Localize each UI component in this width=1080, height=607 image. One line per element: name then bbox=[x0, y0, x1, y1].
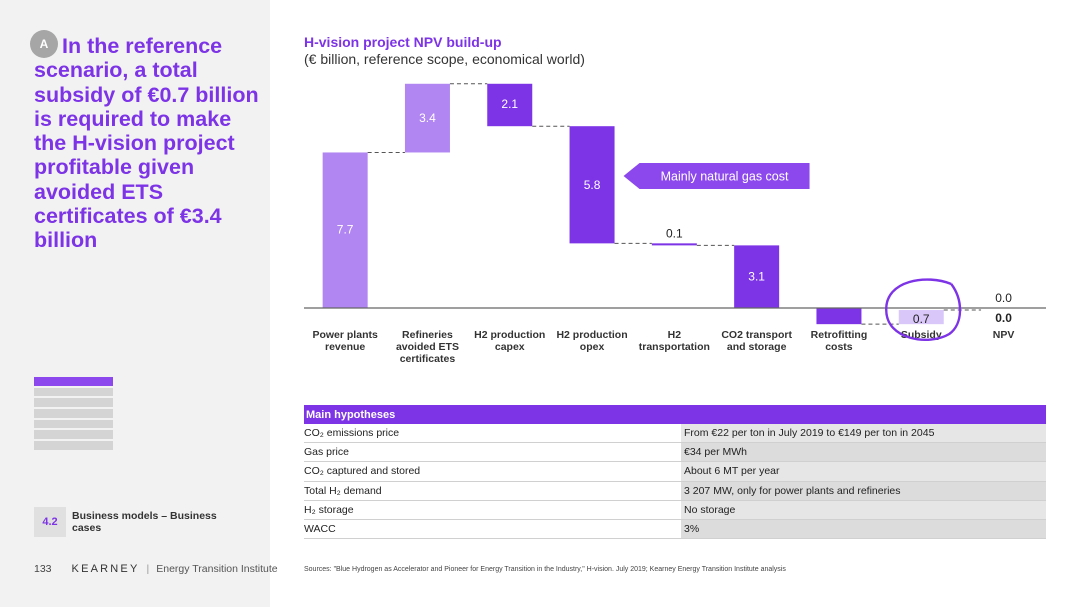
chart-subtitle: (€ billion, reference scope, economical … bbox=[304, 51, 585, 67]
hypothesis-value: About 6 MT per year bbox=[681, 462, 1046, 481]
category-label: CO2 transport bbox=[721, 329, 792, 341]
waterfall-bar bbox=[651, 243, 697, 246]
category-label: H2 production bbox=[556, 329, 627, 341]
category-label: revenue bbox=[325, 341, 365, 353]
left-panel: A In the reference scenario, a total sub… bbox=[0, 0, 270, 607]
sources-note: Sources: "Blue Hydrogen as Accelerator a… bbox=[304, 566, 786, 573]
table-row: Gas price €34 per MWh bbox=[304, 443, 1046, 463]
section-navigation bbox=[34, 377, 113, 452]
hypothesis-value: €34 per MWh bbox=[681, 443, 1046, 462]
page-headline: In the reference scenario, a total subsi… bbox=[34, 34, 259, 253]
hypothesis-value: 3 207 MW, only for power plants and refi… bbox=[681, 481, 1046, 500]
waterfall-bar bbox=[898, 310, 944, 325]
waterfall-bar bbox=[816, 308, 862, 325]
table-row: WACC 3% bbox=[304, 519, 1046, 540]
waterfall-bar bbox=[404, 83, 450, 153]
waterfall-bar bbox=[734, 245, 780, 308]
table-header: Main hypotheses bbox=[304, 405, 1046, 424]
hypotheses-table: Main hypotheses CO₂ emissions price From … bbox=[304, 405, 1046, 540]
nav-bar[interactable] bbox=[34, 409, 113, 418]
table-row: H₂ storage No storage bbox=[304, 500, 1046, 520]
nav-bar[interactable] bbox=[34, 377, 113, 386]
category-label: Power plants bbox=[312, 329, 378, 341]
table-row: CO₂ emissions price From €22 per ton in J… bbox=[304, 424, 1046, 444]
page-number: 133 bbox=[34, 563, 52, 575]
category-label: avoided ETS bbox=[396, 341, 459, 353]
hypothesis-value: No storage bbox=[681, 500, 1046, 519]
nav-bar[interactable] bbox=[34, 430, 113, 439]
nav-bar[interactable] bbox=[34, 398, 113, 407]
category-label: H2 bbox=[668, 329, 682, 341]
annotation-text: Mainly natural gas cost bbox=[661, 170, 789, 184]
table-row: CO₂ captured and stored About 6 MT per ye… bbox=[304, 462, 1046, 482]
table-row: Total H₂ demand 3 207 MW, only for power … bbox=[304, 481, 1046, 501]
table-body: CO₂ emissions price From €22 per ton in J… bbox=[304, 424, 1046, 540]
waterfall-chart: 7.7 3.4 2.1 5.8 0.1 3.1 0.7 0.0 0.0 Power plantsr… bbox=[304, 83, 1046, 365]
data-label: 3.4 bbox=[419, 111, 436, 125]
data-label: 0.1 bbox=[666, 226, 683, 240]
data-label: 7.7 bbox=[337, 222, 354, 236]
category-label: costs bbox=[825, 341, 853, 353]
section-title: Business models – Business cases bbox=[72, 510, 217, 534]
category-label: H2 production bbox=[474, 329, 545, 341]
hypothesis-name: CO₂ emissions price bbox=[304, 427, 400, 440]
annotation-callout bbox=[623, 163, 810, 189]
data-label: 0.7 bbox=[913, 312, 930, 326]
data-label: 0.0 bbox=[995, 291, 1012, 305]
waterfall-bar bbox=[569, 126, 615, 244]
category-label: certificates bbox=[400, 353, 456, 365]
waterfall-bar bbox=[322, 152, 368, 308]
category-label: opex bbox=[580, 341, 605, 353]
section-badge: A bbox=[30, 30, 58, 58]
highlight-circle bbox=[885, 278, 962, 341]
category-label: and storage bbox=[727, 341, 787, 353]
brand-subtitle: Energy Transition Institute bbox=[156, 563, 278, 575]
brand-separator: | bbox=[146, 563, 150, 575]
nav-bar[interactable] bbox=[34, 441, 113, 450]
hypothesis-name: H₂ storage bbox=[304, 503, 354, 516]
section-number: 4.2 bbox=[34, 507, 66, 537]
hypothesis-name: Gas price bbox=[304, 446, 349, 459]
data-label: 2.1 bbox=[501, 97, 518, 111]
nav-bar[interactable] bbox=[34, 387, 113, 397]
footer: 133 KEARNEY | Energy Transition Institut… bbox=[34, 563, 278, 575]
hypothesis-name: WACC bbox=[304, 523, 336, 536]
data-label: 5.8 bbox=[584, 178, 601, 192]
hypothesis-name: Total H₂ demand bbox=[304, 484, 382, 497]
chart-title: H-vision project NPV build-up bbox=[304, 34, 502, 50]
hypothesis-value: 3% bbox=[681, 519, 1046, 539]
data-label: 0.0 bbox=[995, 311, 1012, 325]
category-label: Retrofitting bbox=[811, 329, 868, 341]
data-label: 3.1 bbox=[748, 269, 765, 283]
nav-bar[interactable] bbox=[34, 419, 113, 429]
hypothesis-value: From €22 per ton in July 2019 to €149 pe… bbox=[681, 424, 1046, 443]
category-label: NPV bbox=[993, 329, 1015, 341]
hypothesis-name: CO₂ captured and stored bbox=[304, 465, 421, 478]
category-label: capex bbox=[495, 341, 525, 353]
waterfall-bar bbox=[487, 83, 533, 127]
brand-logo: KEARNEY bbox=[71, 563, 140, 575]
category-label: transportation bbox=[639, 341, 710, 353]
category-label: Refineries bbox=[402, 329, 453, 341]
